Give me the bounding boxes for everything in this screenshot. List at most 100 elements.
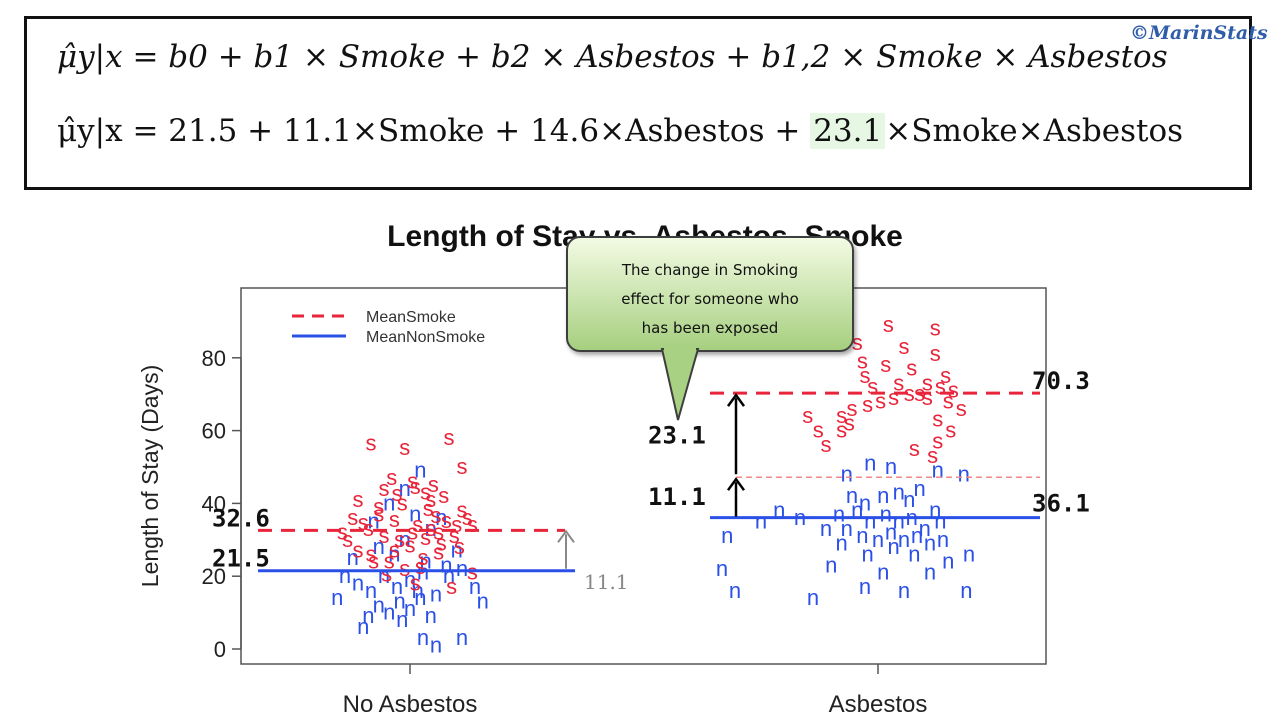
label-left-smoke-mean: 32.6 bbox=[212, 504, 270, 532]
point-smoke: s bbox=[366, 431, 377, 456]
scatter-chart: Length of Stay vs. Asbestos, Smoke Lengt… bbox=[137, 220, 1090, 718]
point-nonsmoke: n bbox=[963, 541, 975, 566]
point-smoke: s bbox=[922, 370, 933, 395]
point-nonsmoke: n bbox=[846, 483, 858, 508]
point-smoke: s bbox=[862, 392, 873, 417]
point-smoke: s bbox=[420, 479, 431, 504]
point-smoke: s bbox=[342, 527, 353, 552]
point-smoke: s bbox=[943, 388, 954, 413]
fitted-model-equation: μ̂y|x = 21.5 + 11.1×Smoke + 14.6×Asbesto… bbox=[57, 113, 1183, 149]
arrow-smoke-effect-no-asbestos-head bbox=[557, 529, 575, 543]
group-mean-lines bbox=[258, 391, 1040, 573]
point-nonsmoke: n bbox=[807, 585, 819, 610]
equation-box: μ̂y|x = b0 + b1 × Smoke + b2 × Asbestos … bbox=[24, 16, 1252, 190]
point-smoke: s bbox=[386, 465, 397, 490]
point-smoke: s bbox=[415, 554, 426, 579]
point-nonsmoke: n bbox=[399, 476, 411, 501]
point-smoke: s bbox=[930, 341, 941, 366]
annotations: 11.1 32.6 21.5 23.1 11.1 70.3 36.1 bbox=[212, 367, 1090, 594]
point-smoke: s bbox=[857, 348, 868, 373]
point-smoke: s bbox=[927, 443, 938, 468]
point-smoke: s bbox=[444, 425, 455, 450]
label-right-nonsmoke-mean: 36.1 bbox=[1032, 490, 1090, 518]
callout-line-2: effect for someone who bbox=[621, 290, 799, 308]
point-nonsmoke: n bbox=[893, 509, 905, 534]
point-nonsmoke: n bbox=[409, 501, 421, 526]
point-nonsmoke: n bbox=[898, 578, 910, 603]
point-smoke: s bbox=[399, 435, 410, 460]
point-nonsmoke: n bbox=[417, 625, 429, 650]
x-tick-label: No Asbestos bbox=[343, 691, 478, 718]
point-nonsmoke: n bbox=[414, 458, 426, 483]
label-left-nonsmoke-mean: 21.5 bbox=[212, 545, 270, 573]
point-smoke: s bbox=[392, 481, 403, 506]
point-smoke: s bbox=[384, 549, 395, 574]
point-nonsmoke: n bbox=[877, 483, 889, 508]
point-nonsmoke: n bbox=[898, 527, 910, 552]
point-smoke: s bbox=[337, 520, 348, 545]
point-nonsmoke: n bbox=[419, 549, 431, 574]
point-smoke: s bbox=[821, 432, 832, 457]
point-nonsmoke: n bbox=[388, 541, 400, 566]
legend: MeanSmoke MeanNonSmoke bbox=[292, 309, 485, 346]
point-nonsmoke: n bbox=[412, 578, 424, 603]
point-smoke: s bbox=[906, 356, 917, 381]
point-smoke: s bbox=[433, 540, 444, 565]
point-nonsmoke: n bbox=[960, 578, 972, 603]
point-smoke: s bbox=[368, 549, 379, 574]
point-nonsmoke: n bbox=[880, 501, 892, 526]
point-smoke: s bbox=[945, 418, 956, 443]
callout-text: The change in Smoking effect for someone… bbox=[578, 256, 842, 343]
point-smoke: s bbox=[880, 352, 891, 377]
point-smoke: s bbox=[358, 510, 369, 535]
point-smoke: s bbox=[407, 469, 418, 494]
point-nonsmoke: n bbox=[958, 461, 970, 486]
point-smoke: s bbox=[433, 520, 444, 545]
point-smoke: s bbox=[956, 396, 967, 421]
point-nonsmoke: n bbox=[435, 505, 447, 530]
point-nonsmoke: n bbox=[373, 534, 385, 559]
point-nonsmoke: n bbox=[383, 490, 395, 515]
point-nonsmoke: n bbox=[937, 527, 949, 552]
point-smoke: s bbox=[431, 503, 442, 528]
point-smoke: s bbox=[373, 501, 384, 526]
arrow-interaction-effect-head bbox=[726, 392, 746, 407]
point-nonsmoke: n bbox=[885, 520, 897, 545]
label-right-diff-upper: 23.1 bbox=[648, 421, 706, 449]
point-smoke: s bbox=[932, 407, 943, 432]
point-smoke: s bbox=[451, 512, 462, 537]
point-nonsmoke: n bbox=[893, 479, 905, 504]
point-nonsmoke: n bbox=[942, 549, 954, 574]
y-tick-label: 0 bbox=[214, 637, 226, 662]
point-smoke: s bbox=[438, 483, 449, 508]
legend-label-meannonsmoke: MeanNonSmoke bbox=[366, 329, 485, 346]
point-smoke: s bbox=[397, 490, 408, 515]
point-smoke: s bbox=[909, 436, 920, 461]
point-smoke: s bbox=[373, 494, 384, 519]
point-smoke: s bbox=[813, 418, 824, 443]
point-nonsmoke: n bbox=[859, 574, 871, 599]
point-smoke: s bbox=[363, 516, 374, 541]
point-smoke: s bbox=[407, 520, 418, 545]
point-smoke: s bbox=[441, 508, 452, 533]
point-nonsmoke: n bbox=[856, 523, 868, 548]
point-nonsmoke: n bbox=[859, 490, 871, 515]
point-smoke: s bbox=[353, 487, 364, 512]
point-smoke: s bbox=[449, 523, 460, 548]
point-smoke: s bbox=[420, 525, 431, 550]
point-nonsmoke: n bbox=[919, 516, 931, 541]
legend-label-meansmoke: MeanSmoke bbox=[366, 309, 456, 326]
point-smoke: s bbox=[366, 541, 377, 566]
point-nonsmoke: n bbox=[469, 574, 481, 599]
point-nonsmoke: n bbox=[331, 585, 343, 610]
point-nonsmoke: n bbox=[877, 560, 889, 585]
point-smoke: s bbox=[930, 316, 941, 341]
point-smoke: s bbox=[940, 363, 951, 388]
point-nonsmoke: n bbox=[903, 487, 915, 512]
point-nonsmoke: n bbox=[924, 560, 936, 585]
point-smoke: s bbox=[847, 396, 858, 421]
point-smoke: s bbox=[410, 570, 421, 595]
point-nonsmoke: n bbox=[414, 585, 426, 610]
callout-line-1: The change in Smoking bbox=[621, 261, 799, 279]
point-smoke: s bbox=[836, 403, 847, 428]
